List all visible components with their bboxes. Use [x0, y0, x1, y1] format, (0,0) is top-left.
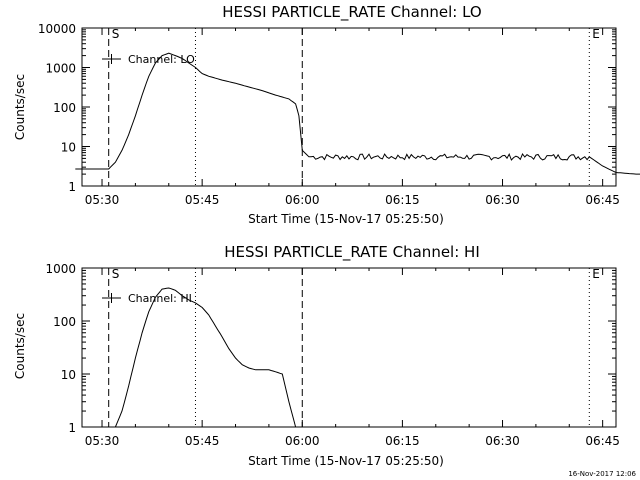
x-tick-label: 06:15 — [385, 434, 420, 448]
x-tick-label: 06:30 — [485, 434, 520, 448]
panel-lo: HESSI PARTICLE_RATE Channel: LO 1 10 100 10… — [13, 3, 640, 226]
time-marker-label: S — [112, 27, 120, 41]
x-tick-label: 06:30 — [485, 193, 520, 207]
time-marker-label: E — [592, 267, 600, 281]
panel-lo-x-axis-label: Start Time (15-Nov-17 05:25:50) — [248, 212, 444, 226]
panel-hi-tick-marks — [82, 267, 616, 428]
y-tick-label: 100 — [53, 315, 76, 329]
y-tick-label: 10 — [61, 368, 76, 382]
panel-hi-x-axis-label: Start Time (15-Nov-17 05:25:50) — [248, 454, 444, 468]
panel-lo-y-axis-label: Counts/sec — [13, 74, 27, 140]
time-marker-label: S — [112, 267, 120, 281]
series-line — [114, 287, 299, 428]
panel-hi-title: HESSI PARTICLE_RATE Channel: HI — [224, 243, 480, 262]
x-tick-label: 06:00 — [285, 193, 320, 207]
y-tick-label: 10000 — [38, 22, 76, 36]
y-tick-label: 10 — [61, 141, 76, 155]
y-tick-label: 1000 — [45, 62, 76, 76]
panel-hi: HESSI PARTICLE_RATE Channel: HI 1 10 100 10… — [13, 243, 620, 468]
y-tick-label: 1 — [68, 421, 76, 435]
panel-hi-plot-frame — [81, 267, 617, 428]
generation-timestamp: 16-Nov-2017 12:06 — [568, 470, 636, 478]
panel-lo-plot-frame — [81, 27, 617, 187]
legend-label-lo: Channel: LO — [128, 53, 195, 66]
legend-label-hi: Channel: HI — [128, 292, 192, 305]
panel-lo-title: HESSI PARTICLE_RATE Channel: LO — [222, 3, 481, 22]
time-marker-label: E — [592, 27, 600, 41]
x-tick-label: 05:45 — [185, 193, 220, 207]
panel-lo-y-tick-labels: 1 10 100 1000 10000 — [38, 22, 76, 194]
x-tick-label: 06:45 — [585, 193, 620, 207]
panel-lo-data — [75, 52, 640, 175]
y-tick-label: 1000 — [45, 262, 76, 276]
panel-lo-legend: Channel: LO — [102, 53, 195, 66]
y-tick-label: 100 — [53, 101, 76, 115]
x-tick-label: 06:45 — [585, 434, 620, 448]
series-line — [75, 52, 640, 175]
x-tick-label: 05:30 — [85, 434, 120, 448]
panel-hi-y-axis-label: Counts/sec — [13, 313, 27, 379]
x-tick-label: 05:45 — [185, 434, 220, 448]
x-tick-label: 06:15 — [385, 193, 420, 207]
panel-hi-y-tick-labels: 1 10 100 1000 — [45, 262, 76, 435]
y-tick-label: 1 — [68, 180, 76, 194]
panel-hi-data — [114, 287, 299, 428]
panel-hi-legend: Channel: HI — [102, 292, 192, 305]
x-tick-label: 05:30 — [85, 193, 120, 207]
x-tick-label: 06:00 — [285, 434, 320, 448]
